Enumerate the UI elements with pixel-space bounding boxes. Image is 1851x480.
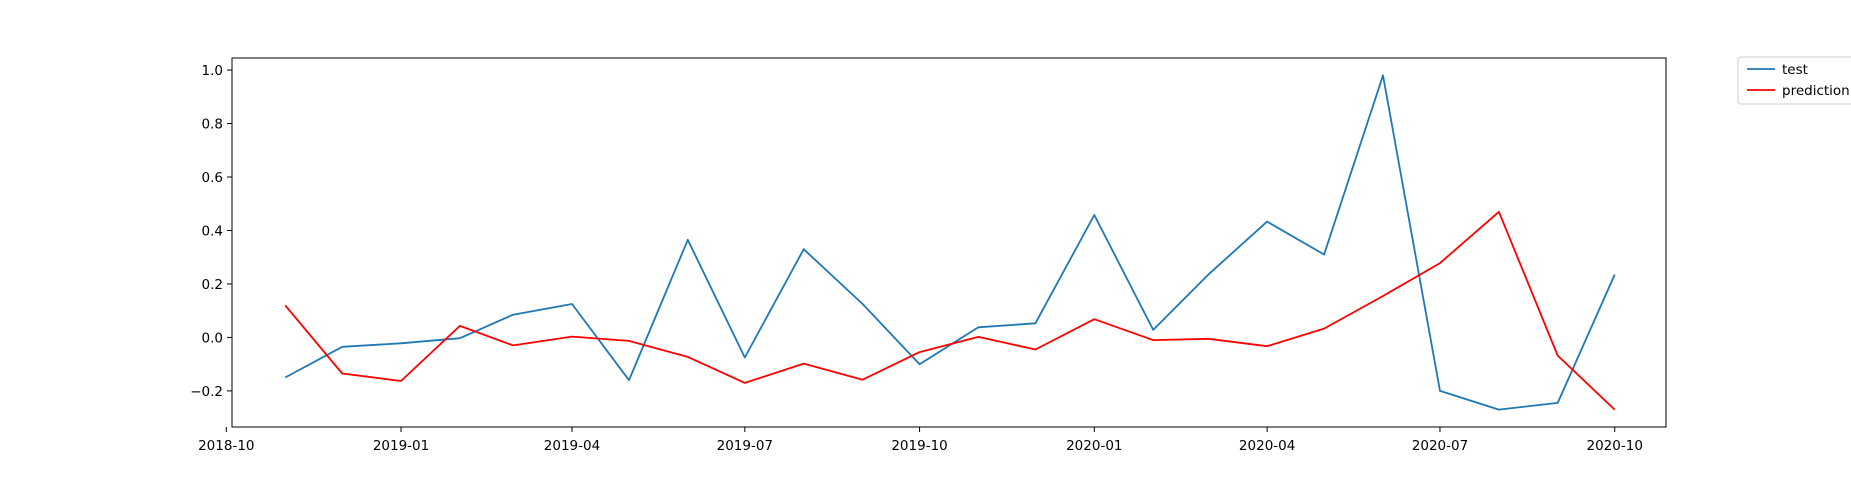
legend-label-test: test <box>1782 62 1808 78</box>
y-tick-label: −0.2 <box>190 384 223 400</box>
x-tick-label: 2018-10 <box>198 438 254 454</box>
plot-lines <box>284 74 1616 411</box>
series-line-test <box>284 74 1616 411</box>
x-tick-label: 2020-04 <box>1239 438 1295 454</box>
x-tick-label: 2019-07 <box>717 438 773 454</box>
x-tick-label: 2019-10 <box>891 438 947 454</box>
y-tick-label: 0.8 <box>202 117 223 133</box>
x-tick-label: 2019-01 <box>373 438 429 454</box>
axes-frame <box>231 57 1667 428</box>
legend-label-prediction: prediction <box>1782 83 1850 99</box>
y-tick-label: 0.2 <box>202 277 223 293</box>
x-tick-label: 2019-04 <box>544 438 600 454</box>
y-tick-label: 0.6 <box>202 170 223 186</box>
y-axis: −0.2 0.0 0.2 0.4 0.6 0.8 1.0 <box>190 63 232 400</box>
x-tick-label: 2020-07 <box>1412 438 1468 454</box>
y-tick-label: 1.0 <box>202 63 223 79</box>
y-tick-label: 0.0 <box>202 330 223 346</box>
y-tick-label: 0.4 <box>202 223 223 239</box>
legend: test prediction <box>1737 56 1851 105</box>
x-axis: 2018-10 2019-01 2019-04 2019-07 2019-10 2020-… <box>198 427 1643 454</box>
series-line-prediction <box>284 210 1616 411</box>
x-tick-label: 2020-10 <box>1587 438 1643 454</box>
x-tick-label: 2020-01 <box>1066 438 1122 454</box>
